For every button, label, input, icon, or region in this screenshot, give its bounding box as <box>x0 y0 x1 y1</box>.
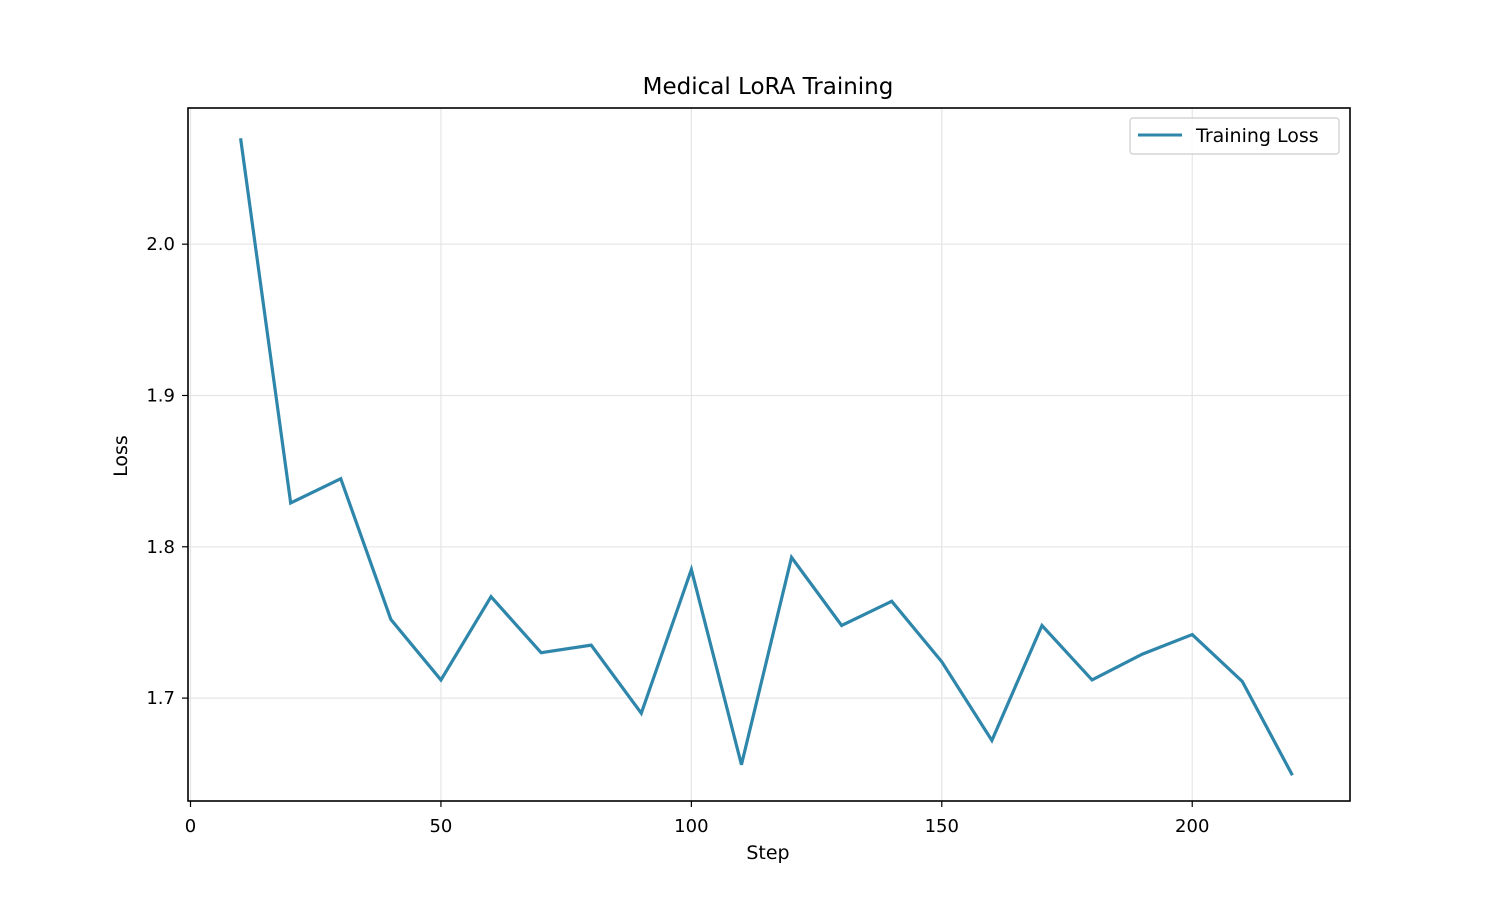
x-tick-label: 100 <box>674 816 708 837</box>
plot-area-frame <box>187 107 1351 802</box>
y-tick-label: 1.9 <box>146 385 175 406</box>
y-gridlines <box>188 243 1350 699</box>
y-tick-label: 1.7 <box>146 688 175 709</box>
legend: Training Loss <box>1129 117 1340 155</box>
series-layer <box>239 138 1294 777</box>
legend-label: Training Loss <box>1195 125 1319 147</box>
x-tick-label: 0 <box>185 816 196 837</box>
chart-title: Medical LoRA Training <box>643 74 894 100</box>
y-axis-ticks: 1.7 1.8 1.9 2.0 <box>146 234 188 709</box>
series-line-training-loss <box>239 138 1294 777</box>
x-tick-label: 50 <box>429 816 452 837</box>
x-axis-label: Step <box>746 842 789 864</box>
y-tick-label: 1.8 <box>146 537 175 558</box>
x-gridlines <box>189 108 1193 801</box>
x-tick-label: 200 <box>1175 816 1209 837</box>
x-axis-ticks: 0 50 100 150 200 <box>185 801 1209 837</box>
x-tick-label: 150 <box>925 816 959 837</box>
y-axis-label: Loss <box>110 435 132 477</box>
y-tick-label: 2.0 <box>146 234 175 255</box>
legend-box <box>1129 117 1340 155</box>
